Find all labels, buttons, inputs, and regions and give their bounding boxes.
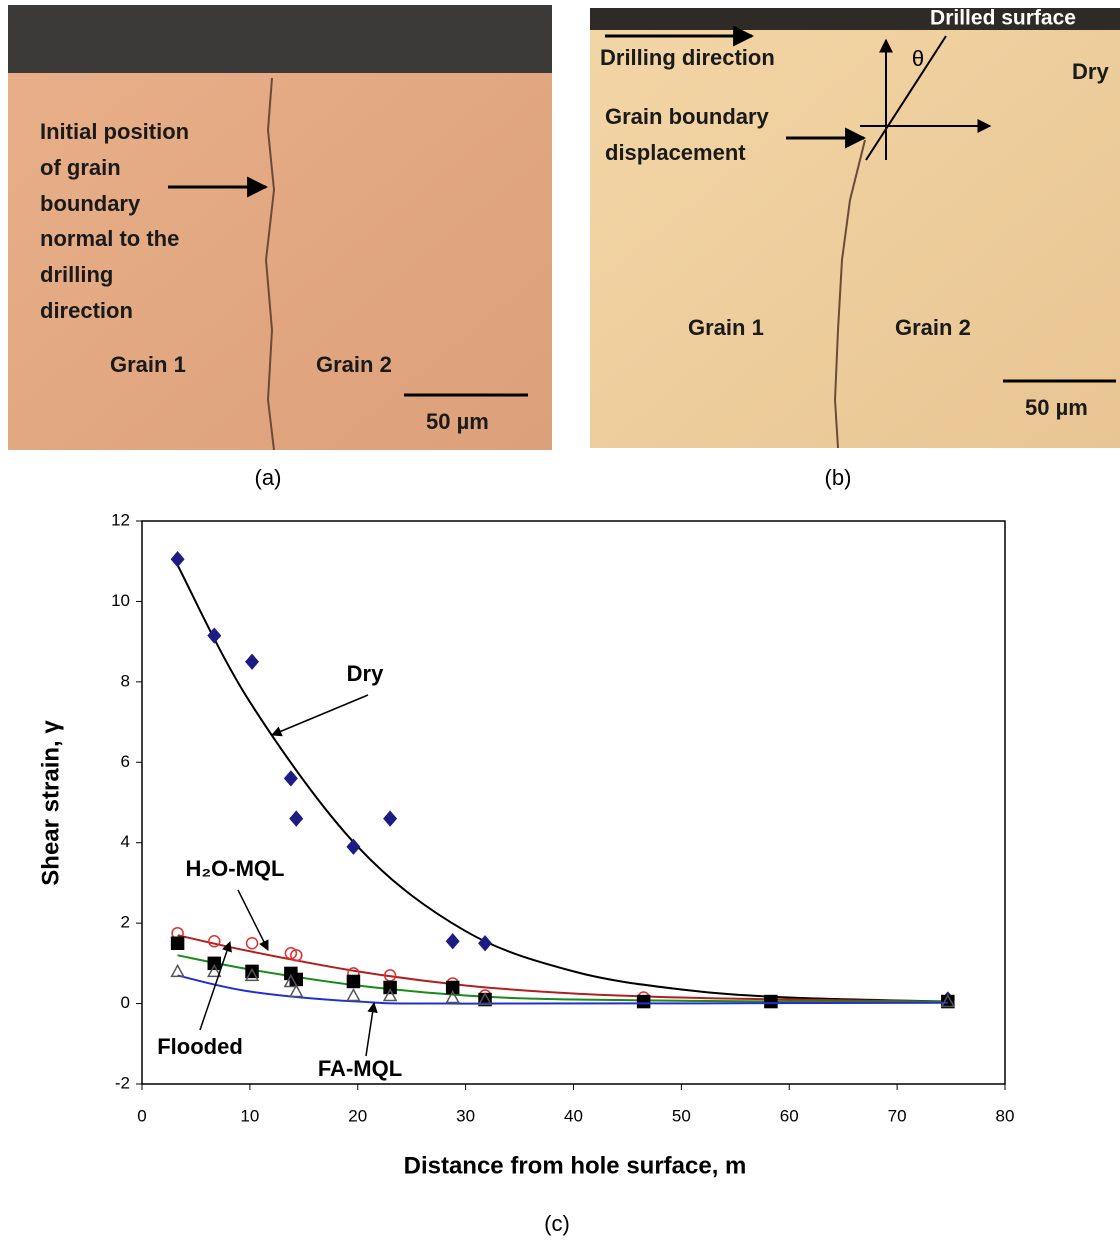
fit-line (177, 974, 948, 1005)
condition-label: Dry (1072, 59, 1109, 84)
y-axis-title: Shear strain, γ (37, 720, 64, 886)
shear-line (865, 35, 947, 161)
fit-line (176, 564, 948, 1003)
point (445, 989, 460, 1004)
caption: (c) (544, 1211, 570, 1236)
y-tick-label: 12 (111, 510, 130, 529)
grain-label: Grain 1 (688, 315, 764, 340)
series-label: Dry (347, 661, 384, 686)
surface-label: Drilled surface (930, 7, 1076, 30)
point (764, 994, 778, 1009)
caption: (b) (825, 465, 852, 490)
fit-line (177, 954, 948, 1003)
point (283, 770, 298, 787)
fit-line (177, 934, 948, 1003)
point (940, 993, 956, 1008)
annotation: direction (40, 298, 133, 323)
x-tick-label: 20 (348, 1106, 367, 1125)
grain-boundary (833, 139, 866, 449)
point (170, 963, 185, 978)
direction-label: Drilling direction (600, 45, 775, 70)
point (445, 933, 460, 950)
point (382, 987, 398, 1002)
point (290, 949, 303, 962)
point (383, 810, 398, 827)
point (283, 973, 299, 988)
y-tick-label: 0 (121, 993, 130, 1012)
annotation: of grain (40, 155, 121, 180)
y-tick-label: -2 (115, 1073, 130, 1092)
grain-boundary (264, 77, 276, 451)
point (208, 934, 221, 948)
x-tick-label: 60 (780, 1106, 799, 1125)
point (207, 627, 222, 644)
point (445, 980, 460, 995)
y-tick-label: 8 (121, 671, 130, 690)
point (245, 653, 260, 670)
point (346, 974, 361, 989)
chart: Distance from hole surface, m Shear stra… (37, 510, 1014, 1235)
x-tick-label: 0 (137, 1106, 146, 1125)
label-arrow (365, 1001, 378, 1057)
grain-label: Grain 1 (110, 352, 186, 377)
series-label: FA-MQL (318, 1056, 402, 1081)
y-tick-label: 2 (121, 913, 130, 932)
annotation: drilling (40, 262, 113, 287)
y-tick-label: 10 (111, 591, 130, 610)
point (941, 994, 955, 1009)
x-tick-label: 70 (888, 1106, 907, 1125)
point (383, 980, 397, 995)
point (244, 967, 260, 982)
point (207, 956, 222, 971)
x-tick-label: 80 (996, 1106, 1015, 1125)
angle-label: θ (912, 46, 924, 71)
x-tick-label: 10 (240, 1106, 259, 1125)
point (170, 551, 185, 568)
point (346, 987, 361, 1002)
point (478, 935, 493, 952)
y-tick-label: 6 (121, 752, 130, 771)
annotation: boundary (40, 191, 141, 216)
scale-label: 50 µm (1025, 395, 1088, 420)
annotation: displacement (605, 140, 746, 165)
point (207, 963, 222, 978)
point (170, 936, 185, 950)
micrograph (8, 5, 552, 450)
surface-band (8, 5, 552, 73)
annotation: normal to the (40, 226, 179, 251)
panel-a: Initial position of grain boundary norma… (8, 5, 552, 490)
label-arrow (199, 941, 232, 1031)
x-tick-label: 30 (456, 1106, 475, 1125)
point (346, 838, 361, 855)
series-label: H₂O-MQL (186, 856, 285, 881)
annotation: Grain boundary (605, 104, 770, 129)
scale-label: 50 µm (426, 409, 489, 434)
x-tick-label: 50 (672, 1106, 691, 1125)
annotation: Initial position (40, 119, 189, 144)
y-tick-label: 4 (121, 832, 130, 851)
x-axis-title: Distance from hole surface, m (404, 1152, 747, 1179)
series-label: Flooded (157, 1034, 243, 1059)
caption: (a) (255, 465, 282, 490)
grain-label: Grain 2 (316, 352, 392, 377)
point (289, 972, 304, 987)
x-tick-label: 40 (564, 1106, 583, 1125)
point (289, 810, 304, 827)
label-arrow (237, 889, 269, 951)
point (288, 983, 304, 998)
point (636, 994, 651, 1009)
grain-label: Grain 2 (895, 315, 971, 340)
panel-b: Drilled surface Drilling direction θ Dry… (590, 7, 1120, 490)
surface-band (590, 8, 1120, 30)
micrograph (590, 8, 1120, 448)
label-arrow (271, 694, 369, 737)
point (245, 937, 259, 950)
point (284, 947, 298, 960)
point (477, 991, 493, 1006)
